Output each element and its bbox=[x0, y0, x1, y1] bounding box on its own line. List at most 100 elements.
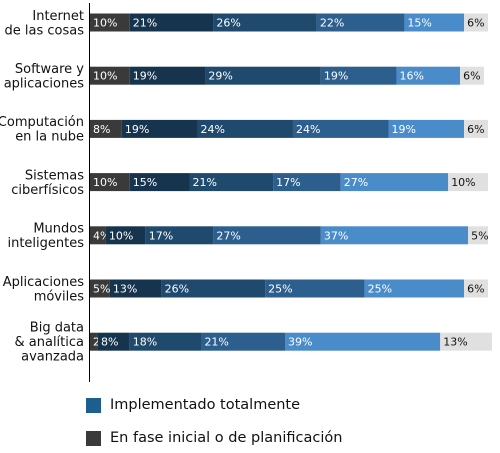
data-label: 10% bbox=[451, 176, 475, 189]
category-label-line: avanzada bbox=[21, 350, 84, 365]
legend-label-implemented: Implementado totalmente bbox=[110, 397, 301, 413]
category-label: Sistemas ciberfísicos bbox=[11, 168, 84, 198]
data-label: 6% bbox=[467, 17, 484, 30]
data-label: 10% bbox=[109, 229, 133, 242]
bar-segment bbox=[440, 332, 492, 351]
bar-segment bbox=[396, 66, 461, 85]
data-label: 17% bbox=[276, 176, 300, 189]
bar-segment bbox=[121, 119, 198, 138]
legend-swatch-planning bbox=[86, 430, 101, 446]
data-label: 8% bbox=[101, 336, 118, 349]
category-label-line: de las cosas bbox=[5, 23, 85, 38]
bar-segment bbox=[320, 226, 469, 245]
data-label: 29% bbox=[208, 70, 232, 83]
data-label: 37% bbox=[324, 229, 348, 242]
category-label-line: Big data bbox=[30, 321, 84, 336]
data-label: 18% bbox=[133, 336, 157, 349]
data-label: 26% bbox=[165, 283, 189, 296]
data-label: 13% bbox=[443, 336, 467, 349]
bar-segment bbox=[468, 226, 488, 245]
data-label: 19% bbox=[133, 70, 157, 83]
bar-segment bbox=[145, 226, 214, 245]
bar-segment bbox=[90, 226, 106, 245]
bar-segment bbox=[90, 279, 110, 298]
bar-segment bbox=[213, 13, 317, 32]
legend-item-planning: En fase inicial o de planificación bbox=[86, 430, 342, 446]
data-label: 10% bbox=[93, 176, 117, 189]
data-label: 21% bbox=[204, 336, 228, 349]
data-label: 6% bbox=[467, 283, 484, 296]
data-label: 39% bbox=[288, 336, 312, 349]
bar-segment bbox=[90, 13, 130, 32]
data-label: 19% bbox=[324, 70, 348, 83]
bar-segment bbox=[189, 173, 274, 192]
bar-segment bbox=[464, 119, 488, 138]
bar-segment bbox=[90, 66, 130, 85]
bar-segment bbox=[448, 173, 488, 192]
bar-segment bbox=[292, 119, 389, 138]
bar-segment bbox=[320, 66, 397, 85]
category-label-line: Sistemas bbox=[25, 168, 84, 183]
bar-segment bbox=[273, 173, 341, 192]
bar-segment bbox=[464, 279, 488, 298]
bar-segment bbox=[464, 13, 488, 32]
category-label: Big data & analítica avanzada bbox=[15, 321, 85, 365]
data-label: 15% bbox=[133, 176, 157, 189]
category-label-line: Computación bbox=[0, 115, 84, 130]
data-label: 24% bbox=[200, 123, 224, 136]
bar-segment bbox=[109, 279, 162, 298]
data-label: 21% bbox=[133, 17, 157, 30]
data-label: 10% bbox=[93, 17, 117, 30]
category-label-line: móviles bbox=[34, 289, 85, 304]
category-label: Mundos inteligentes bbox=[7, 222, 84, 252]
bar-segment bbox=[129, 13, 214, 32]
category-label: Software y aplicaciones bbox=[4, 62, 85, 92]
bar-segment bbox=[90, 173, 130, 192]
data-label: 8% bbox=[93, 123, 110, 136]
category-label: Internet de las cosas bbox=[5, 9, 85, 39]
bar-segment bbox=[460, 66, 485, 85]
data-label: 25% bbox=[268, 283, 292, 296]
bar-segment bbox=[197, 119, 293, 138]
bar-segment bbox=[129, 66, 206, 85]
category-label-line: Internet bbox=[32, 9, 84, 24]
data-label: 26% bbox=[216, 17, 240, 30]
category-label-line: ciberfísicos bbox=[11, 183, 84, 198]
data-label: 6% bbox=[467, 123, 484, 136]
category-label: Computación en la nube bbox=[0, 115, 84, 144]
bar-segment bbox=[316, 13, 405, 32]
data-label: 6% bbox=[463, 70, 480, 83]
category-label-line: Software y bbox=[15, 62, 84, 77]
data-label: 21% bbox=[193, 176, 217, 189]
bar-segment bbox=[404, 13, 465, 32]
data-label: 16% bbox=[399, 70, 423, 83]
data-label: 17% bbox=[149, 229, 173, 242]
data-label: 25% bbox=[368, 283, 392, 296]
data-label: 27% bbox=[216, 229, 240, 242]
bar-segment bbox=[201, 332, 286, 351]
bar-segment bbox=[205, 66, 321, 85]
legend-item-implemented: Implementado totalmente bbox=[86, 397, 300, 413]
data-label: 5% bbox=[471, 229, 488, 242]
bar-segment bbox=[90, 119, 122, 138]
data-label: 13% bbox=[113, 283, 137, 296]
bar-segment bbox=[105, 226, 146, 245]
bar-segment bbox=[161, 279, 266, 298]
data-label: 24% bbox=[296, 123, 320, 136]
bar-segment bbox=[340, 173, 449, 192]
data-label: 15% bbox=[407, 17, 431, 30]
bar-segment bbox=[388, 119, 465, 138]
bar-segment bbox=[129, 332, 202, 351]
data-label: 5% bbox=[93, 283, 110, 296]
bar-segment bbox=[265, 279, 365, 298]
data-label: 19% bbox=[392, 123, 416, 136]
bar-segment bbox=[97, 332, 130, 351]
category-label-line: & analítica bbox=[15, 335, 85, 350]
data-label: 19% bbox=[125, 123, 149, 136]
bar-segment bbox=[90, 332, 98, 351]
category-label-line: inteligentes bbox=[7, 236, 84, 251]
data-label: 10% bbox=[93, 70, 117, 83]
bar-segment bbox=[213, 226, 321, 245]
bar-segment bbox=[285, 332, 441, 351]
